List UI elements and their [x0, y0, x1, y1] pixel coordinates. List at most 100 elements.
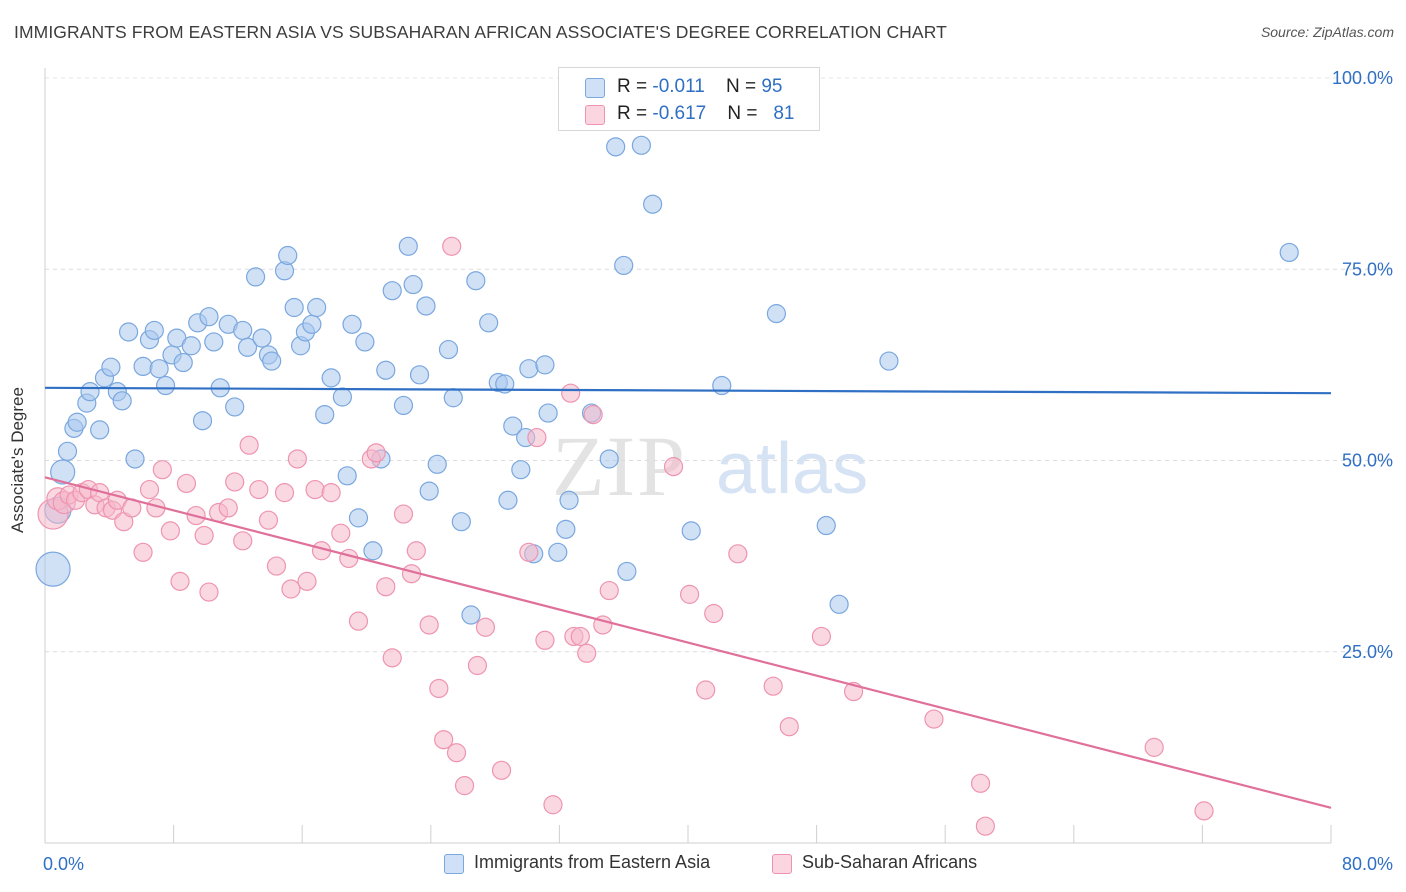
chart-title: IMMIGRANTS FROM EASTERN ASIA VS SUBSAHAR… [14, 22, 947, 42]
point-subsaharan [152, 460, 172, 480]
bottom-legend-label: Immigrants from Eastern Asia [474, 852, 711, 872]
point-eastern-asia [233, 320, 253, 341]
point-subsaharan [339, 548, 359, 569]
point-eastern-asia [416, 296, 436, 316]
point-eastern-asia [556, 519, 576, 539]
point-eastern-asia [712, 375, 732, 396]
point-subsaharan [393, 504, 414, 524]
point-eastern-asia [495, 374, 515, 394]
point-eastern-asia [443, 388, 463, 408]
point-subsaharan [287, 449, 307, 469]
point-eastern-asia [302, 314, 322, 334]
point-subsaharan [233, 531, 253, 551]
point-eastern-asia [173, 352, 193, 373]
point-eastern-asia [461, 605, 481, 625]
point-eastern-asia [466, 271, 486, 291]
point-subsaharan [225, 472, 245, 492]
point-subsaharan [442, 236, 462, 256]
point-eastern-asia [315, 405, 335, 425]
point-eastern-asia [35, 551, 71, 587]
point-subsaharan [376, 577, 396, 597]
point-eastern-asia [133, 356, 153, 377]
point-eastern-asia [382, 281, 402, 301]
point-subsaharan [419, 615, 439, 635]
point-subsaharan [728, 544, 748, 564]
point-subsaharan [160, 521, 180, 541]
tick-labels: 25.0% 50.0% 75.0% 100.0% 0.0% 80.0% [43, 68, 1393, 874]
point-subsaharan [924, 709, 944, 729]
source-label: Source: ZipAtlas.com [1260, 24, 1394, 40]
point-subsaharan [170, 571, 190, 591]
point-subsaharan [811, 626, 832, 647]
point-eastern-asia [559, 490, 579, 510]
point-eastern-asia [829, 594, 849, 614]
legend-text: R = -0.011 N = 95 [617, 76, 783, 97]
point-subsaharan [434, 730, 454, 750]
point-eastern-asia [252, 328, 272, 348]
point-eastern-asia [57, 441, 78, 461]
point-subsaharan [583, 405, 603, 425]
point-eastern-asia [535, 355, 555, 375]
point-subsaharan [535, 630, 555, 650]
point-subsaharan [274, 483, 295, 503]
point-subsaharan [266, 556, 287, 576]
point-eastern-asia [337, 466, 357, 486]
point-subsaharan [570, 626, 590, 647]
point-eastern-asia [606, 137, 626, 157]
trend-line-eastern-asia [44, 386, 1332, 395]
point-eastern-asia [355, 332, 375, 352]
point-eastern-asia [101, 357, 121, 377]
point-subsaharan [970, 773, 991, 793]
point-eastern-asia [519, 359, 539, 379]
point-eastern-asia [199, 307, 219, 327]
grid [45, 77, 1392, 653]
y-tick-label: 25.0% [1342, 642, 1393, 662]
point-eastern-asia [125, 449, 145, 469]
point-eastern-asia [204, 332, 224, 352]
point-eastern-asia [879, 351, 899, 371]
point-eastern-asia [479, 313, 499, 333]
point-eastern-asia [321, 368, 341, 388]
point-eastern-asia [144, 320, 164, 341]
point-eastern-asia [617, 561, 637, 582]
point-subsaharan [258, 510, 279, 530]
point-eastern-asia [376, 360, 396, 380]
point-eastern-asia [348, 508, 369, 528]
point-eastern-asia [284, 297, 304, 318]
point-eastern-asia [225, 397, 245, 417]
point-subsaharan [446, 743, 467, 763]
legend-swatch-blue [585, 78, 605, 98]
point-subsaharan [366, 443, 386, 463]
point-subsaharan [194, 525, 214, 546]
point-subsaharan [297, 571, 317, 591]
point-eastern-asia [438, 339, 459, 360]
trend-line-subsaharan [44, 476, 1332, 809]
y-axis-label: Associate's Degree [8, 387, 27, 533]
point-subsaharan [454, 776, 475, 796]
point-eastern-asia [67, 412, 87, 432]
point-subsaharan [305, 479, 325, 500]
point-subsaharan [527, 427, 547, 448]
watermark-atlas: atlas [716, 429, 868, 509]
point-subsaharan [543, 795, 563, 815]
point-subsaharan [199, 582, 219, 602]
bottom-legend-swatch-blue [444, 854, 464, 874]
point-subsaharan [577, 643, 597, 663]
bottom-legend-swatch-pink [772, 854, 792, 874]
point-subsaharan [139, 479, 160, 500]
point-subsaharan [475, 617, 496, 637]
point-eastern-asia [614, 255, 634, 276]
point-eastern-asia [118, 322, 139, 342]
point-subsaharan [331, 523, 351, 543]
point-subsaharan [519, 542, 539, 562]
point-subsaharan [348, 611, 369, 631]
point-eastern-asia [332, 387, 352, 407]
point-eastern-asia [599, 449, 619, 469]
point-subsaharan [491, 760, 512, 780]
point-subsaharan [763, 676, 783, 696]
point-subsaharan [249, 479, 269, 500]
point-subsaharan [561, 383, 581, 403]
point-eastern-asia [50, 459, 76, 485]
point-subsaharan [429, 678, 449, 699]
point-eastern-asia [342, 314, 362, 334]
